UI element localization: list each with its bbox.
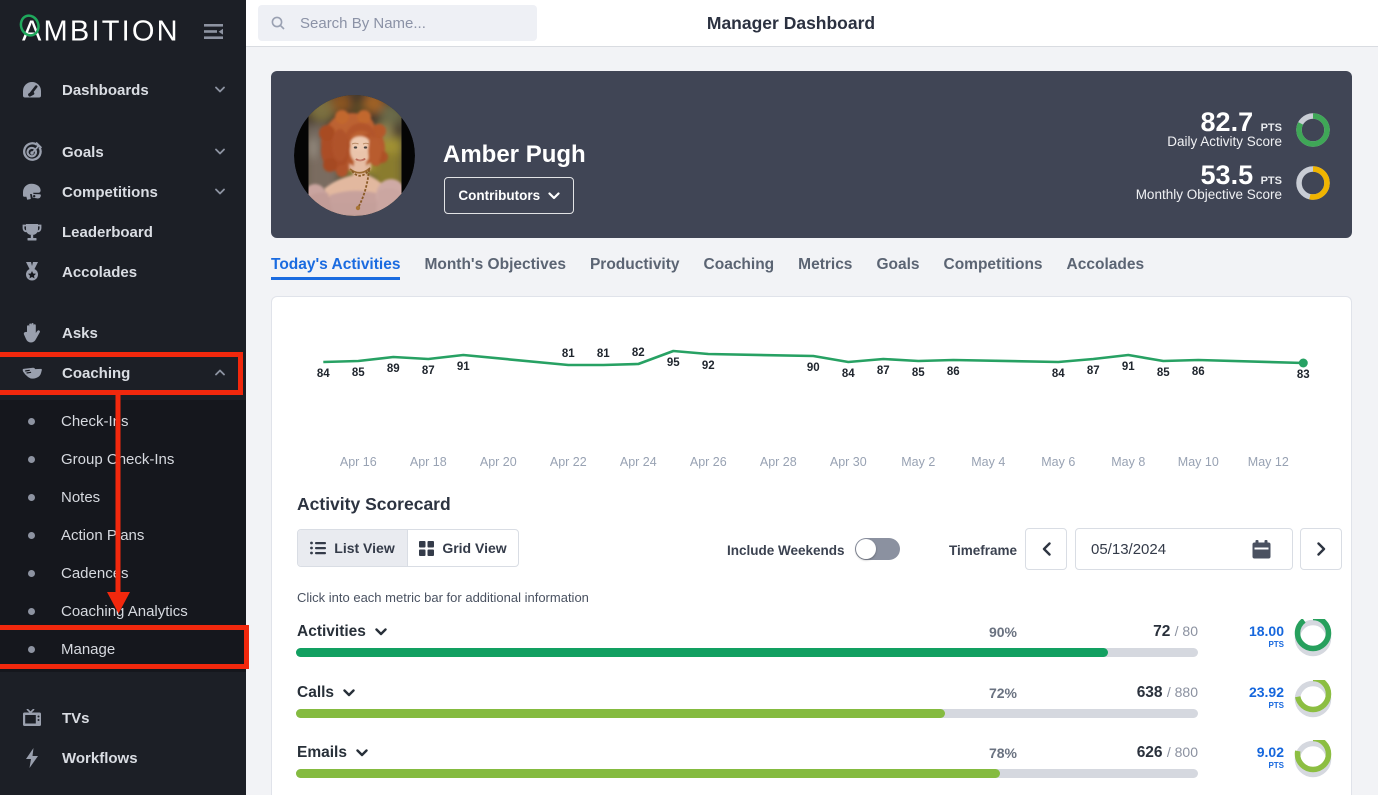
svg-text:May 2: May 2 (901, 455, 935, 469)
svg-text:Apr 16: Apr 16 (340, 455, 377, 469)
svg-text:May 10: May 10 (1178, 455, 1219, 469)
svg-text:91: 91 (1122, 361, 1135, 373)
svg-text:Apr 24: Apr 24 (620, 455, 657, 469)
svg-text:AMBITION: AMBITION (22, 16, 180, 48)
svg-text:Apr 18: Apr 18 (410, 455, 447, 469)
svg-text:Apr 26: Apr 26 (690, 455, 727, 469)
svg-text:May 12: May 12 (1248, 455, 1289, 469)
svg-text:90: 90 (807, 362, 820, 374)
svg-text:May 6: May 6 (1041, 455, 1075, 469)
svg-text:81: 81 (597, 348, 610, 360)
svg-text:87: 87 (422, 365, 435, 377)
svg-text:Apr 22: Apr 22 (550, 455, 587, 469)
svg-text:85: 85 (1157, 367, 1170, 379)
svg-text:May 4: May 4 (971, 455, 1005, 469)
svg-text:84: 84 (842, 368, 855, 380)
svg-text:82: 82 (632, 347, 645, 359)
svg-text:89: 89 (387, 363, 400, 375)
svg-text:86: 86 (947, 366, 960, 378)
svg-text:Apr 28: Apr 28 (760, 455, 797, 469)
svg-text:84: 84 (317, 368, 330, 380)
svg-text:84: 84 (1052, 368, 1065, 380)
svg-text:92: 92 (702, 360, 715, 372)
svg-text:91: 91 (457, 361, 470, 373)
svg-text:Apr 30: Apr 30 (830, 455, 867, 469)
svg-text:87: 87 (877, 365, 890, 377)
svg-text:85: 85 (912, 367, 925, 379)
svg-text:87: 87 (1087, 365, 1100, 377)
svg-text:Apr 20: Apr 20 (480, 455, 517, 469)
svg-text:95: 95 (667, 357, 680, 369)
svg-text:86: 86 (1192, 366, 1205, 378)
svg-text:81: 81 (562, 348, 575, 360)
svg-text:85: 85 (352, 367, 365, 379)
svg-text:May 8: May 8 (1111, 455, 1145, 469)
svg-text:83: 83 (1297, 369, 1310, 381)
